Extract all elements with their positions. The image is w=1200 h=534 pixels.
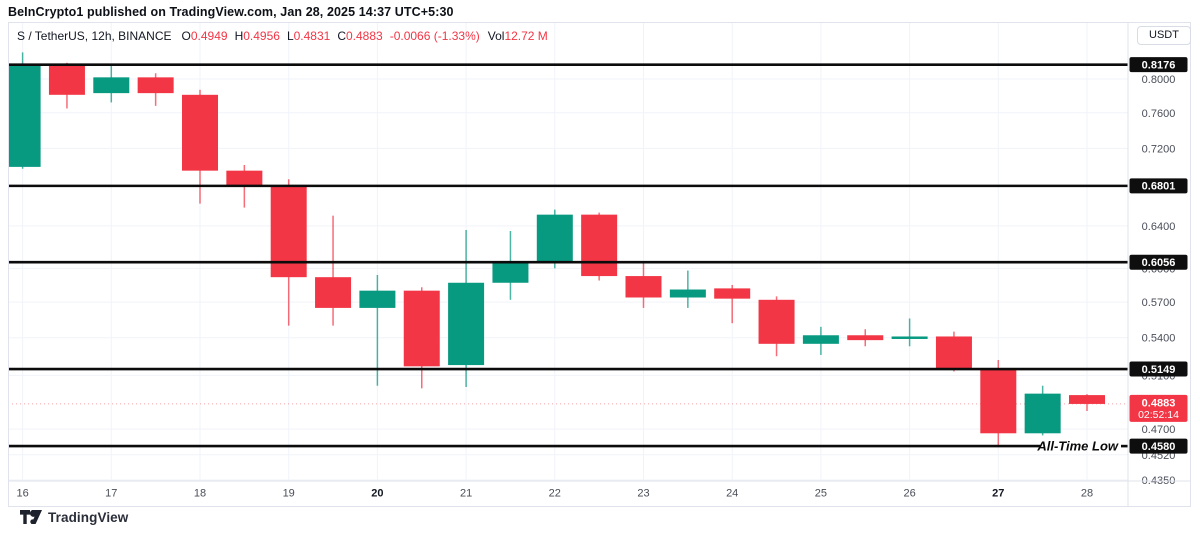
- currency-unit-button[interactable]: USDT: [1137, 26, 1191, 45]
- price-tick-label: 0.7200: [1142, 143, 1176, 155]
- date-label[interactable]: 18: [194, 488, 206, 500]
- level-price-badge: [1129, 438, 1188, 454]
- candle-body: [93, 77, 130, 94]
- level-price-badge: [1129, 254, 1188, 270]
- date-label[interactable]: 25: [815, 488, 827, 500]
- price-tick-label: 0.4700: [1142, 424, 1176, 436]
- low-label: L: [286, 29, 294, 43]
- high-value: 0.4956: [243, 29, 280, 43]
- candle-body: [48, 65, 85, 95]
- high-label: H: [234, 29, 244, 43]
- level-price-badge-label: 0.8176: [1142, 59, 1176, 71]
- candle-body: [980, 368, 1017, 434]
- candle-body: [492, 262, 529, 283]
- last-price-countdown: 02:52:14: [1138, 409, 1179, 421]
- panel-border: [8, 22, 1191, 507]
- last-price-badge-value: 0.4883: [1142, 397, 1176, 409]
- candle-body: [536, 214, 573, 262]
- open-value: 0.4949: [190, 29, 228, 43]
- price-tick-label: 0.6400: [1142, 221, 1176, 233]
- price-tick-label: 0.7600: [1142, 108, 1176, 120]
- candle-body: [581, 214, 618, 277]
- tradingview-footer: TradingView: [20, 510, 128, 525]
- price-tick-label: 0.8000: [1142, 74, 1176, 86]
- price-tick-label: 0.5400: [1142, 333, 1176, 345]
- candle-body: [625, 276, 662, 298]
- candle-body: [802, 335, 839, 344]
- tradingview-logo-icon: [20, 510, 42, 524]
- open-label: O: [181, 29, 191, 43]
- candle-body: [891, 336, 928, 339]
- all-time-low-annotation: All-Time Low: [1036, 439, 1119, 454]
- candle-body: [1069, 395, 1105, 404]
- date-label[interactable]: 22: [549, 488, 561, 500]
- level-price-badge: [1129, 57, 1188, 73]
- price-tick-label: 0.5700: [1142, 297, 1176, 309]
- date-label[interactable]: 16: [16, 488, 28, 500]
- chart-legend: S / TetherUS, 12h, BINANCE O0.4949 H0.4956…: [17, 29, 555, 43]
- candle-body: [403, 290, 440, 367]
- candle-body: [758, 299, 795, 344]
- candle-body: [315, 277, 352, 308]
- candle-body: [137, 77, 174, 94]
- candle-body: [448, 282, 485, 366]
- last-price-badge: [1129, 394, 1188, 422]
- date-label[interactable]: 19: [283, 488, 295, 500]
- low-value: 0.4831: [293, 29, 331, 43]
- candle-body: [669, 289, 706, 298]
- candle-body: [847, 335, 884, 341]
- candle-body: [8, 65, 41, 167]
- candle-body: [182, 94, 218, 171]
- level-price-badge: [1129, 178, 1188, 194]
- candle-body: [1024, 393, 1061, 434]
- symbol-title[interactable]: S / TetherUS, 12h, BINANCE: [17, 29, 172, 43]
- candle-body: [226, 170, 263, 186]
- candle-body: [714, 288, 751, 299]
- chart-canvas[interactable]: 0.80000.76000.72000.64000.60000.57000.54…: [8, 22, 1191, 507]
- level-price-badge-label: 0.5149: [1142, 364, 1176, 376]
- tradingview-logo-text[interactable]: TradingView: [48, 510, 129, 525]
- date-label[interactable]: 27: [992, 488, 1004, 500]
- change-value: -0.0066 (-1.33%): [389, 29, 480, 43]
- attribution-text: BeInCrypto1 published on TradingView.com…: [8, 5, 454, 19]
- level-price-badge-label: 0.6056: [1142, 257, 1176, 269]
- date-label[interactable]: 21: [460, 488, 472, 500]
- level-price-badge: [1129, 361, 1188, 377]
- date-label[interactable]: 28: [1081, 488, 1093, 500]
- close-label: C: [337, 29, 346, 43]
- candle-body: [935, 336, 972, 369]
- candle-body: [359, 290, 396, 308]
- date-label[interactable]: 24: [726, 488, 738, 500]
- close-value: 0.4883: [346, 29, 383, 43]
- volume-value: 12.72 M: [504, 29, 548, 43]
- volume-label: Vol: [487, 29, 505, 43]
- level-price-badge-label: 0.6801: [1142, 181, 1176, 193]
- date-label[interactable]: 26: [903, 488, 915, 500]
- date-label[interactable]: 20: [371, 488, 383, 500]
- level-price-badge-label: 0.4580: [1142, 441, 1176, 453]
- date-label[interactable]: 23: [637, 488, 649, 500]
- date-label[interactable]: 17: [105, 488, 117, 500]
